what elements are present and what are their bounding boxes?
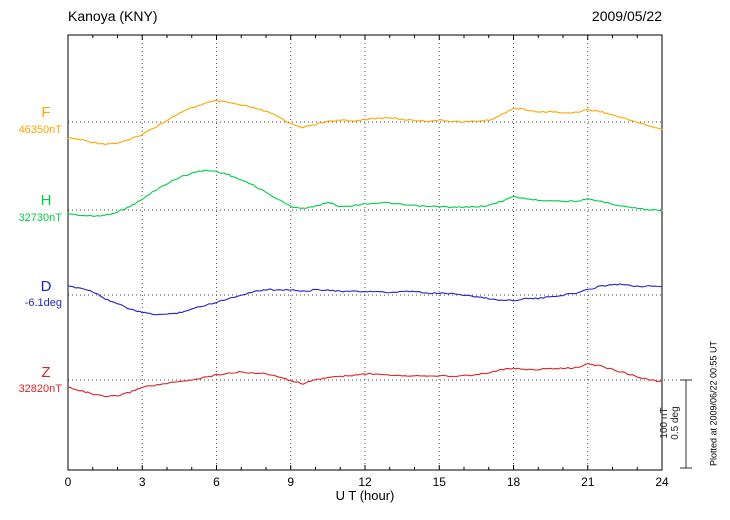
x-tick-label: 0 (64, 475, 72, 489)
series-label-f: F (41, 104, 51, 121)
series-label-d: D (40, 278, 52, 295)
series-baseline-value-f: 46350nT (18, 124, 62, 136)
x-tick-label: 15 (432, 475, 446, 489)
x-tick-labels: 0 3 6 9 12 15 18 21 24 (0, 475, 730, 491)
x-tick-label: 6 (213, 475, 220, 489)
scale-nt-label: 100 nT (659, 407, 670, 439)
series-baseline-value-h: 32730nT (18, 212, 62, 224)
series-label-h: H (40, 192, 52, 209)
scale-deg-label: 0.5 deg (670, 406, 681, 440)
x-axis-label: U T (hour) (335, 488, 395, 503)
x-tick-label: 18 (506, 475, 521, 489)
scale-bar-labels: 100 nT 0.5 deg (659, 378, 681, 468)
series-label-z: Z (41, 364, 51, 381)
station-title: Kanoya (KNY) (68, 8, 158, 24)
x-tick-label: 3 (138, 475, 146, 489)
x-tick-label: 9 (287, 475, 295, 489)
plotted-at-label: Plotted at 2009/06/22 00:55 UT (708, 340, 719, 467)
date-label: 2009/05/22 (591, 8, 662, 24)
x-tick-label: 21 (581, 475, 595, 489)
x-tick-label: 24 (655, 475, 669, 489)
series-baseline-value-z: 32820nT (18, 383, 62, 395)
x-tick-label: 12 (358, 475, 372, 489)
series-baseline-value-d: -6.1deg (24, 297, 62, 309)
